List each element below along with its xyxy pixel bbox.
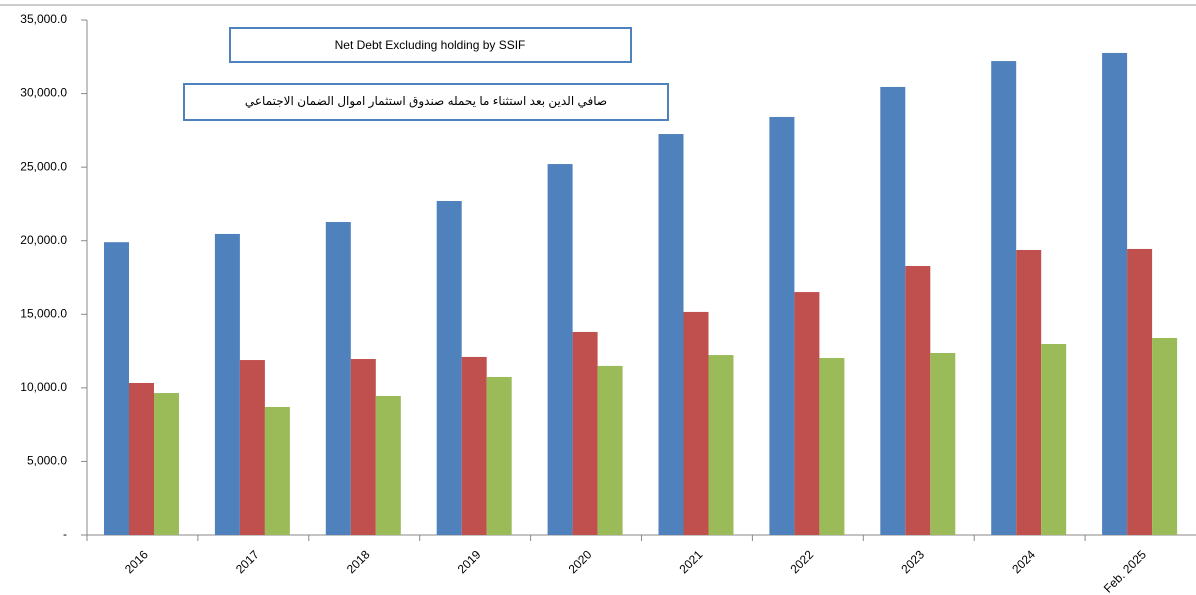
bar: [658, 134, 684, 536]
bar: [104, 242, 129, 535]
bar: [129, 383, 154, 535]
bar: [769, 116, 795, 536]
y-tick-label: 35,000.0: [20, 12, 67, 26]
bar: [547, 164, 573, 535]
x-tick-label: 2024: [1009, 547, 1038, 576]
bar: [880, 86, 906, 535]
y-tick-label: 20,000.0: [20, 233, 67, 247]
bar: [436, 200, 462, 535]
bar: [350, 359, 376, 535]
bar: [239, 360, 265, 535]
bar: [375, 395, 401, 535]
bar: [683, 311, 709, 535]
bar: [794, 292, 820, 535]
bar: [154, 393, 179, 535]
y-tick-label: 15,000.0: [20, 306, 67, 320]
bar: [1152, 337, 1178, 535]
bar: [214, 233, 240, 535]
bar: [991, 61, 1017, 535]
x-tick-label: 2017: [233, 547, 262, 576]
bar: [461, 356, 487, 535]
bar: [1041, 344, 1067, 535]
y-tick-label: -: [63, 527, 67, 541]
x-tick-label: 2020: [566, 547, 595, 576]
x-tick-label: 2019: [455, 547, 484, 576]
chart-subtitle: صافي الدين بعد استثناء ما يحمله صندوق اس…: [245, 94, 607, 109]
title-box: [229, 27, 632, 63]
bar: [597, 365, 623, 535]
x-tick-label: 2021: [677, 547, 706, 576]
bar: [264, 406, 290, 535]
x-tick-label: 2018: [344, 547, 373, 576]
bar: [1016, 249, 1042, 535]
bar: [1102, 52, 1128, 536]
bar: [819, 357, 845, 535]
x-tick-label: 2022: [787, 547, 816, 576]
bar: [325, 222, 351, 535]
y-tick-label: 30,000.0: [20, 86, 67, 100]
y-tick-label: 25,000.0: [20, 159, 67, 173]
x-tick-label: Feb. 2025: [1101, 547, 1149, 595]
x-tick-label: 2023: [898, 547, 927, 576]
bar: [905, 266, 931, 535]
bar: [708, 355, 734, 535]
bar: [486, 376, 512, 535]
y-tick-label: 5,000.0: [27, 454, 67, 468]
x-tick-label: 2016: [122, 547, 151, 576]
chart-title: Net Debt Excluding holding by SSIF: [335, 38, 526, 52]
bar: [572, 331, 598, 535]
bar: [1127, 248, 1153, 535]
subtitle-box: [183, 83, 669, 121]
y-tick-label: 10,000.0: [20, 380, 67, 394]
bar: [930, 352, 956, 535]
